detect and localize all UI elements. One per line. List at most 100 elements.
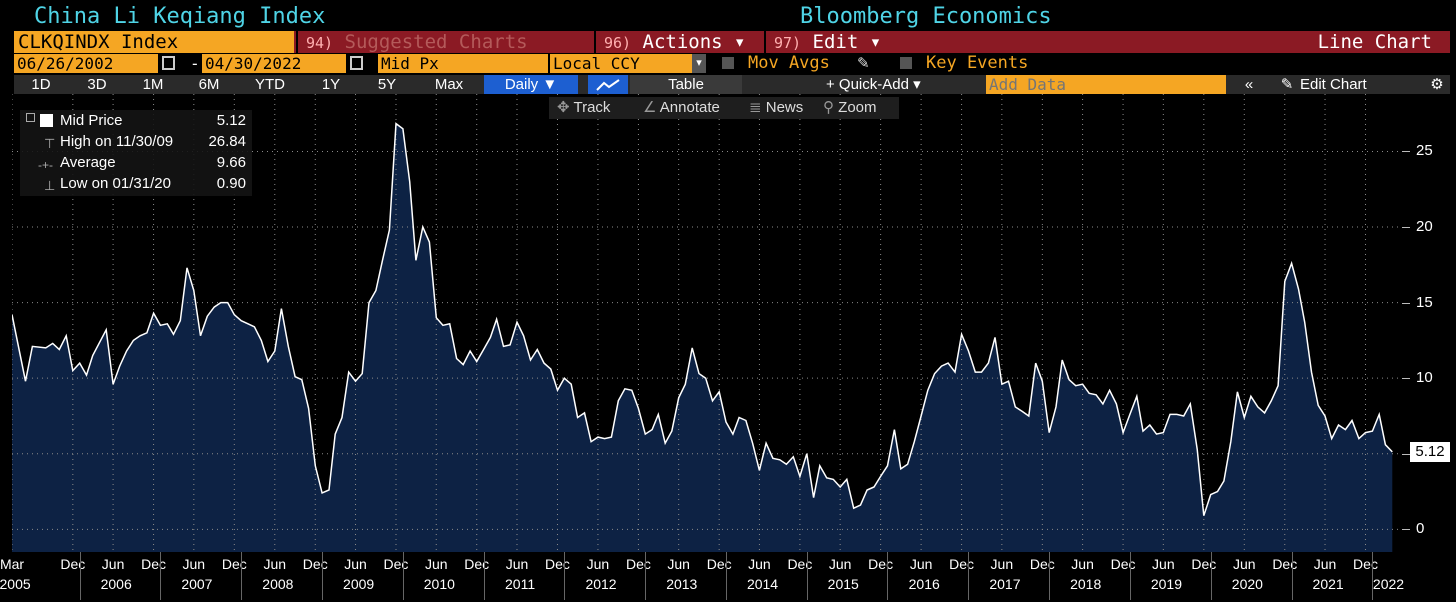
x-year-divider (160, 552, 162, 600)
y-tick-mark (1402, 302, 1410, 304)
x-tick-label: Dec (1029, 556, 1055, 572)
legend-value: 0.90 (216, 175, 246, 192)
currency-select[interactable]: Local CCY (550, 54, 692, 73)
y-tick-mark (1402, 378, 1410, 380)
calendar-icon[interactable] (350, 56, 363, 70)
edit-chart-button[interactable]: Edit Chart (1300, 76, 1367, 93)
period-ytd[interactable]: YTD (255, 76, 285, 93)
x-year-divider (79, 552, 81, 600)
legend-row-low: ⊥ Low on 01/31/20 0.90 (20, 173, 252, 194)
key-events-checkbox[interactable] (900, 57, 912, 69)
add-data-input[interactable] (986, 75, 1226, 94)
x-tick-label: Dec (625, 556, 651, 572)
period-1y[interactable]: 1Y (321, 76, 341, 93)
x-tick-label: Jun (990, 556, 1014, 572)
collapse-square-icon[interactable] (26, 113, 35, 122)
x-tick-label: Jun (263, 556, 287, 572)
annotate-label: Annotate (659, 99, 720, 116)
period-1d[interactable]: 1D (31, 76, 51, 93)
period-6m[interactable]: 6M (198, 76, 220, 93)
chevron-down-icon[interactable]: ▾ (692, 54, 706, 73)
news-button[interactable]: ≣ News (749, 97, 803, 119)
field-select[interactable]: Mid Px (378, 54, 548, 73)
key-events-label[interactable]: Key Events (926, 53, 1029, 73)
x-tick-label: Dec (949, 556, 975, 572)
high-marker-icon: ⊤ (44, 136, 56, 151)
gear-icon[interactable]: ⚙ (1430, 76, 1444, 93)
y-tick-mark (1402, 227, 1410, 229)
line-chart-icon[interactable] (588, 75, 628, 94)
zoom-button[interactable]: ⚲ Zoom (823, 97, 877, 119)
date-row: 06/26/2002 - 04/30/2022 Mid Px Local CCY… (14, 54, 1450, 73)
mov-avgs-checkbox[interactable] (722, 57, 734, 69)
x-year-label: 2010 (423, 576, 455, 592)
suggested-num: 94) (306, 34, 334, 52)
legend-row-average: -+- Average 9.66 (20, 152, 252, 173)
x-year-label: 2007 (181, 576, 213, 592)
x-tick-label: Jun (667, 556, 690, 572)
chart-svg[interactable] (12, 94, 1402, 552)
x-tick-label: Jun (1232, 556, 1256, 572)
period-5y[interactable]: 5Y (377, 76, 397, 93)
period-max[interactable]: Max (434, 76, 464, 93)
legend-label: Low on 01/31/20 (60, 175, 171, 192)
x-year-label: 2009 (343, 576, 375, 592)
legend: Mid Price 5.12 ⊤ High on 11/30/09 26.84 … (20, 110, 252, 196)
chart-type-label[interactable]: Line Chart (1317, 31, 1432, 53)
start-date-field[interactable]: 06/26/2002 (14, 54, 158, 73)
edit-menu[interactable]: 97) Edit ▾ (764, 31, 900, 53)
legend-label: Average (60, 154, 116, 171)
y-tick-label: 20 (1416, 218, 1433, 236)
x-tick-label: Jun (1313, 556, 1337, 572)
x-year-label: 2015 (827, 576, 859, 592)
average-marker-icon: -+- (38, 158, 53, 172)
pencil-icon[interactable]: ✎ (857, 55, 870, 72)
x-tick-label: Dec (141, 556, 167, 572)
series-line (12, 122, 1393, 516)
end-date-field[interactable]: 04/30/2022 (202, 54, 346, 73)
x-tick-label: Mar (0, 556, 25, 572)
plot-area[interactable] (12, 94, 1402, 552)
x-year-label: 2021 (1312, 576, 1344, 592)
x-year-divider (241, 552, 243, 600)
x-year-divider (726, 552, 728, 600)
ticker-field[interactable]: CLKQINDX Index (14, 31, 294, 53)
x-year-label: 2016 (908, 576, 940, 592)
x-year-divider (968, 552, 970, 600)
legend-value: 9.66 (216, 154, 246, 171)
collapse-icon[interactable]: « (1244, 76, 1254, 93)
x-axis: Mar Dec Jun Dec Jun Dec Jun Dec Jun Dec Jun Dec Jun D… (0, 552, 1404, 602)
actions-label: Actions ▾ (642, 31, 746, 53)
period-3d[interactable]: 3D (87, 76, 107, 93)
legend-row-mid-price[interactable]: Mid Price 5.12 (20, 110, 252, 131)
actions-menu[interactable]: 96) Actions ▾ (594, 31, 774, 53)
x-tick-label: Jun (182, 556, 206, 572)
edit-num: 97) (774, 34, 802, 52)
x-year-label: 2013 (666, 576, 698, 592)
mov-avgs-label[interactable]: Mov Avgs (748, 53, 830, 73)
table-tab[interactable]: Table (630, 75, 742, 94)
x-tick-label: Dec (868, 556, 894, 572)
track-button[interactable]: ✥ Track (557, 97, 610, 119)
x-year-label: 2020 (1231, 576, 1263, 592)
x-year-label: 2006 (100, 576, 132, 592)
y-tick-label: 25 (1416, 142, 1433, 160)
series-swatch-icon (40, 114, 53, 127)
x-tick-label: Jun (101, 556, 125, 572)
y-tick-mark (1402, 529, 1410, 531)
calendar-icon[interactable] (162, 56, 175, 70)
x-tick-label: Jun (505, 556, 529, 572)
annotate-button[interactable]: ∠ Annotate (643, 97, 720, 119)
x-tick-label: Jun (828, 556, 852, 572)
frequency-select[interactable]: Daily ▼ (484, 75, 578, 94)
edit-label: Edit ▾ (812, 31, 882, 53)
legend-value: 26.84 (208, 133, 246, 150)
x-tick-label: Dec (1110, 556, 1136, 572)
period-1m[interactable]: 1M (142, 76, 164, 93)
x-tick-label: Jun (344, 556, 367, 572)
zoom-icon: ⚲ (823, 99, 834, 116)
quick-add-button[interactable]: + Quick-Add ▾ (826, 76, 921, 93)
suggested-charts-menu[interactable]: 94) Suggested Charts (296, 31, 592, 53)
pencil-icon[interactable]: ✎ (1280, 76, 1294, 93)
news-label: News (765, 99, 804, 116)
